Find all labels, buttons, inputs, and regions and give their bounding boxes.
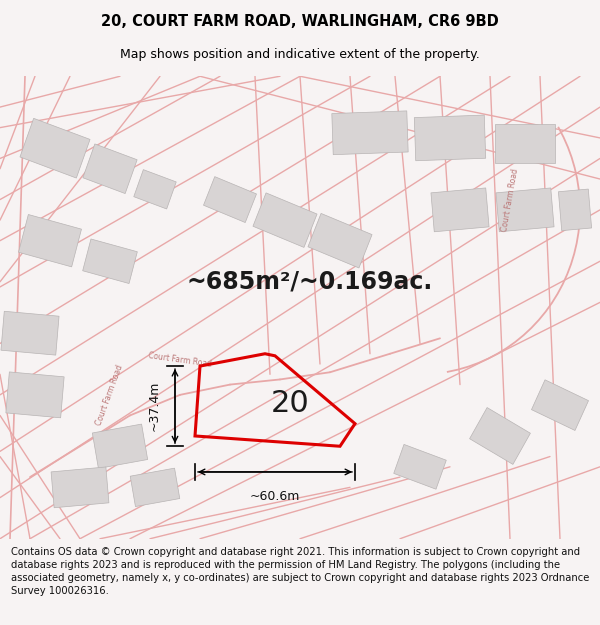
Polygon shape (130, 468, 180, 506)
Text: Map shows position and indicative extent of the property.: Map shows position and indicative extent… (120, 48, 480, 61)
Text: Court Farm Road: Court Farm Road (148, 351, 212, 369)
Polygon shape (495, 124, 555, 162)
Polygon shape (92, 424, 148, 468)
Polygon shape (470, 408, 530, 464)
Polygon shape (532, 380, 589, 431)
Polygon shape (394, 444, 446, 489)
Polygon shape (332, 111, 408, 154)
Polygon shape (20, 118, 90, 178)
Polygon shape (431, 188, 489, 232)
Polygon shape (308, 213, 372, 268)
Polygon shape (1, 311, 59, 355)
Text: 20, COURT FARM ROAD, WARLINGHAM, CR6 9BD: 20, COURT FARM ROAD, WARLINGHAM, CR6 9BD (101, 14, 499, 29)
Polygon shape (83, 239, 137, 284)
Polygon shape (253, 193, 317, 248)
Polygon shape (6, 372, 64, 418)
Text: Court Farm Road: Court Farm Road (500, 168, 520, 232)
Text: ~60.6m: ~60.6m (250, 491, 300, 504)
Polygon shape (203, 177, 256, 222)
Polygon shape (414, 115, 486, 161)
Polygon shape (83, 144, 137, 194)
Text: ~685m²/~0.169ac.: ~685m²/~0.169ac. (187, 270, 433, 294)
Text: Court Farm Road: Court Farm Road (95, 363, 125, 426)
Polygon shape (559, 189, 592, 231)
Polygon shape (19, 214, 82, 267)
Polygon shape (496, 188, 554, 232)
Text: Contains OS data © Crown copyright and database right 2021. This information is : Contains OS data © Crown copyright and d… (11, 547, 589, 596)
Text: ~37.4m: ~37.4m (148, 381, 161, 431)
Polygon shape (51, 467, 109, 508)
Text: 20: 20 (271, 389, 310, 418)
Polygon shape (134, 169, 176, 209)
